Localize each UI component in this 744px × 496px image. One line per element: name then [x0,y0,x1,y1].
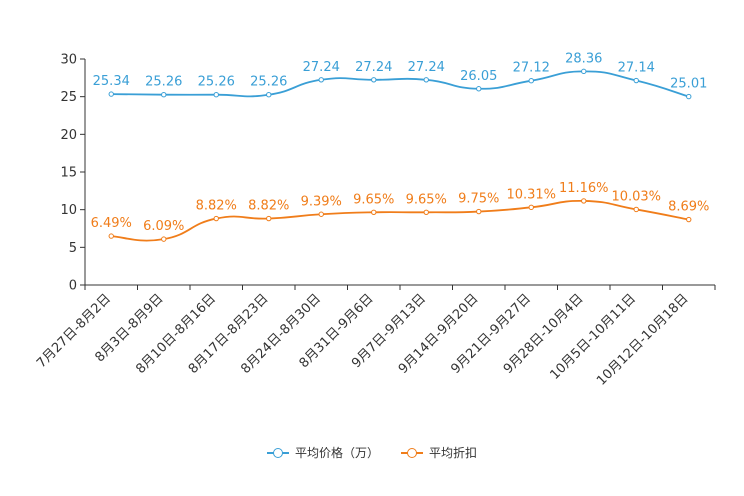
data-point [161,92,167,98]
legend-item-discount[interactable]: 平均折扣 [401,444,477,461]
data-point [423,77,429,83]
y-tick-label: 10 [60,203,77,218]
data-point [371,77,377,83]
legend-marker-price-icon [266,447,289,458]
data-label: 9.65% [353,192,394,207]
legend-label-price: 平均价格（万） [294,446,379,460]
data-point [371,209,377,216]
y-tick-label: 5 [69,241,77,256]
data-point [476,208,482,215]
data-point [528,77,534,84]
x-tick-label: 10月12日-10月18日 [594,291,691,388]
data-label: 27.24 [408,60,445,75]
data-label: 27.14 [618,61,655,76]
data-label: 25.01 [670,77,707,92]
data-point [423,209,429,216]
data-point [108,91,114,97]
data-point [266,215,272,222]
data-label: 27.24 [355,60,392,75]
legend-marker-discount-icon [401,447,423,458]
y-tick-label: 30 [60,53,77,68]
data-point [686,93,692,100]
data-label: 27.24 [303,60,340,75]
y-tick-label: 0 [69,279,77,294]
y-tick-label: 25 [60,90,77,105]
data-label: 9.75% [458,192,499,207]
data-label: 26.05 [460,69,497,84]
data-label: 25.26 [145,75,182,90]
data-point [318,211,324,217]
data-label: 9.39% [301,194,342,209]
data-point [581,198,587,204]
series-line-0 [111,70,690,98]
y-tick-label: 15 [60,166,77,181]
data-point [161,236,167,242]
y-tick-label: 20 [60,128,77,143]
data-label: 27.12 [513,61,550,76]
data-label: 8.82% [196,199,237,214]
data-label: 6.09% [143,219,184,234]
data-label: 25.26 [198,75,235,90]
data-point [686,216,692,223]
legend-item-price[interactable]: 平均价格（万） [266,444,379,461]
line-chart: 0510152025307月27日-8月2日8月3日-8月9日8月10日-8月1… [34,51,716,389]
series-line-1 [111,200,689,242]
data-label: 25.26 [250,75,287,90]
data-label: 10.03% [611,189,661,204]
data-point [633,77,639,84]
data-label: 28.36 [565,51,602,66]
legend-label-discount: 平均折扣 [429,446,478,460]
data-point [213,92,219,98]
data-label: 6.49% [91,216,132,231]
data-point [633,206,639,213]
data-point [581,68,587,75]
data-label: 10.31% [506,187,556,202]
data-label: 25.34 [93,74,130,89]
data-label: 11.16% [559,181,609,196]
data-label: 9.65% [406,192,447,207]
data-label: 8.69% [668,200,709,215]
data-point [318,77,324,83]
data-point [108,233,114,239]
data-point [528,204,534,211]
data-point [266,92,272,98]
legend: 平均价格（万） 平均折扣 [0,444,744,461]
data-label: 8.82% [248,199,289,214]
data-point [213,215,219,222]
data-point [476,86,482,92]
